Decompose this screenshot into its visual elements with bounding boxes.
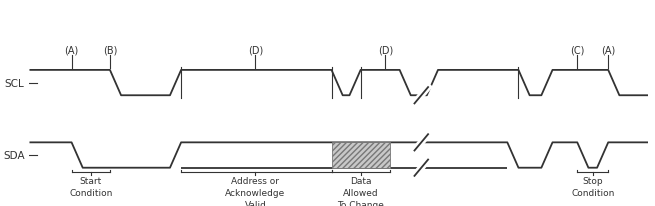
Text: SCL: SCL bbox=[5, 78, 24, 88]
Text: Stop
Condition: Stop Condition bbox=[571, 176, 614, 197]
Text: (B): (B) bbox=[103, 45, 117, 55]
Text: (A): (A) bbox=[601, 45, 615, 55]
Text: SDA: SDA bbox=[3, 150, 24, 160]
Text: (A): (A) bbox=[64, 45, 79, 55]
Text: Start
Condition: Start Condition bbox=[69, 176, 113, 197]
Text: (D): (D) bbox=[248, 45, 263, 55]
Text: (C): (C) bbox=[570, 45, 584, 55]
Text: (D): (D) bbox=[378, 45, 393, 55]
Text: Data
Allowed
To Change: Data Allowed To Change bbox=[337, 176, 384, 206]
Bar bbox=[331, 143, 390, 168]
Text: Address or
Acknowledge
Valid: Address or Acknowledge Valid bbox=[225, 176, 286, 206]
